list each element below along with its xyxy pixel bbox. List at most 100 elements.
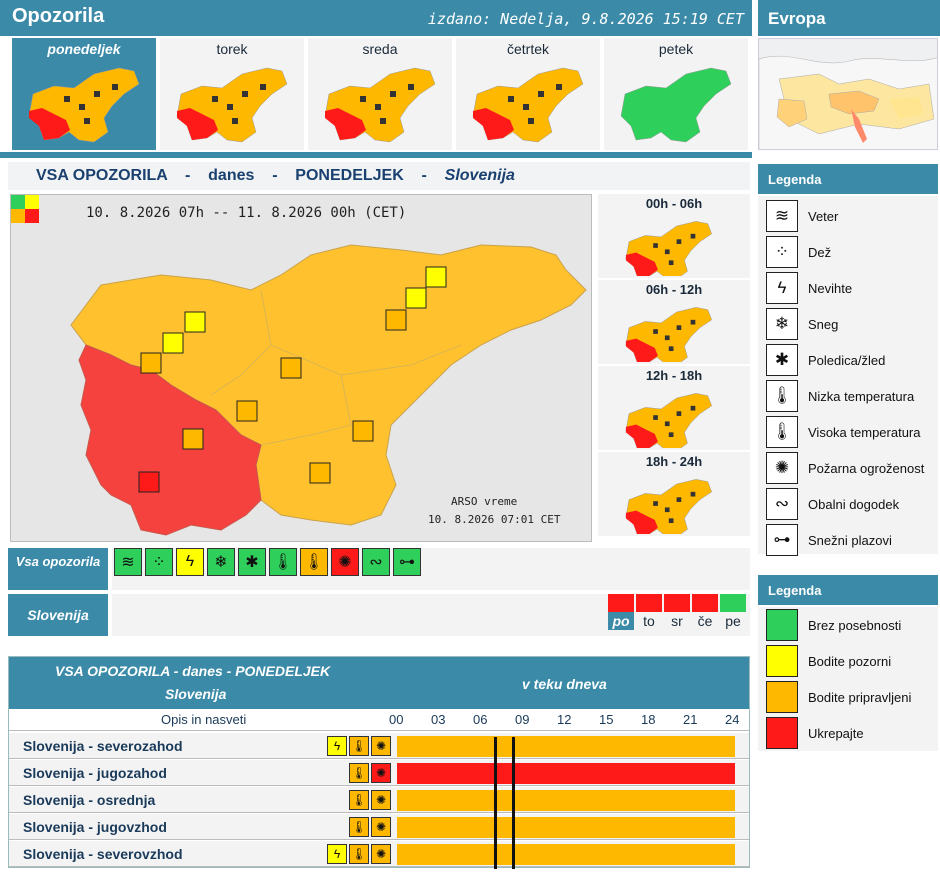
rain-icon: ⁘	[766, 236, 798, 268]
fire-icon: ✺	[766, 452, 798, 484]
europe-map-icon	[759, 39, 937, 149]
fire-icon[interactable]: ✺	[331, 548, 359, 576]
legend-label: Snežni plazovi	[808, 532, 892, 548]
legend-level-item: Bodite pozorni	[766, 645, 891, 677]
legend-level-item: Brez posebnosti	[766, 609, 901, 641]
warning-icon: 🌡	[349, 817, 369, 837]
map-warning-icons	[138, 266, 447, 493]
table-row[interactable]: Slovenija - severozahod ϟ 🌡 ✺	[9, 733, 749, 759]
legend-item: ❄ Sneg	[766, 308, 838, 340]
warning-icon: ϟ	[327, 844, 347, 864]
legend-label: Obalni dogodek	[808, 496, 900, 512]
weekday-level	[692, 594, 718, 612]
europe-map-thumbnail[interactable]	[758, 38, 938, 150]
weekday-label: sr	[671, 613, 683, 629]
timeline-marker	[512, 737, 515, 869]
hourly-label: 06h - 12h	[645, 282, 703, 297]
low-temp-icon[interactable]: 🌡	[269, 548, 297, 576]
hour-label: 18	[641, 712, 656, 727]
warning-icon: 🌡	[349, 763, 369, 783]
timeline-subtitle: v teku dneva	[522, 676, 607, 692]
description-column-label: Opis in nasveti	[161, 712, 247, 727]
thunder-icon[interactable]: ϟ	[176, 548, 204, 576]
warning-icon: 🌡	[349, 790, 369, 810]
hourly-map-1[interactable]: 06h - 12h	[598, 280, 750, 364]
weekday-label: pe	[725, 613, 741, 629]
section-title-part2: danes	[208, 167, 255, 184]
weekday-po[interactable]: po	[608, 594, 634, 630]
table-row[interactable]: Slovenija - jugovzhod 🌡 ✺	[9, 814, 749, 840]
warning-icon: ✺	[371, 844, 391, 864]
coastal-icon[interactable]: ∾	[362, 548, 390, 576]
warning-icon: ✺	[371, 763, 391, 783]
hour-label: 06	[473, 712, 488, 727]
weekday-label: če	[697, 613, 713, 629]
timeline-region: Slovenija	[165, 686, 227, 702]
region-button[interactable]: Slovenija	[8, 594, 108, 636]
day-tab-četrtek[interactable]: četrtek	[456, 38, 600, 150]
europe-title: Evropa	[768, 9, 826, 28]
hourly-map-3[interactable]: 18h - 24h	[598, 452, 750, 536]
weekday-to[interactable]: to	[636, 594, 662, 630]
slovenia-thumbnail-icon	[625, 307, 713, 362]
weekday-label: po	[608, 612, 634, 630]
table-row[interactable]: Slovenija - jugozahod 🌡 ✺	[9, 760, 749, 786]
weekday-pe[interactable]: pe	[720, 594, 746, 630]
day-tab-label: torek	[216, 41, 248, 57]
map-source: ARSO vreme	[451, 495, 518, 508]
level-swatch	[766, 609, 798, 641]
high-temp-icon[interactable]: 🌡	[300, 548, 328, 576]
timeline-bar	[397, 763, 735, 784]
main-warning-map[interactable]: 10. 8.2026 07h -- 11. 8.2026 00h (CET) A…	[10, 194, 592, 542]
day-tab-label: petek	[658, 41, 694, 57]
slovenia-map-icon	[11, 195, 591, 541]
coastal-icon: ∾	[766, 488, 798, 520]
europe-header[interactable]: Evropa	[758, 0, 940, 36]
timeline-title: VSA OPOZORILA - danes - PONEDELJEK	[55, 663, 331, 679]
day-tab-sreda[interactable]: sreda	[308, 38, 452, 150]
legend-label: Bodite pozorni	[808, 653, 892, 669]
table-row[interactable]: Slovenija - osrednja 🌡 ✺	[9, 787, 749, 813]
rain-icon[interactable]: ⁘	[145, 548, 173, 576]
table-row[interactable]: Slovenija - severovzhod ϟ 🌡 ✺	[9, 841, 749, 867]
timeline-bar	[397, 844, 735, 865]
header-bar: Opozorila izdano: Nedelja, 9.8.2026 15:1…	[0, 0, 752, 36]
section-title: VSA OPOZORILA - danes - PONEDELJEK - Slo…	[36, 167, 515, 185]
avalanche-icon[interactable]: ⊶	[393, 548, 421, 576]
legend-item: ✺ Požarna ogroženost	[766, 452, 924, 484]
region-name: Slovenija - jugovzhod	[23, 819, 167, 835]
timeline-bar	[397, 736, 735, 757]
wind-icon[interactable]: ≋	[114, 548, 142, 576]
hour-label: 00	[389, 712, 404, 727]
warning-icon: ✺	[371, 736, 391, 756]
weekday-če[interactable]: če	[692, 594, 718, 630]
section-title-part4: Slovenija	[444, 167, 515, 184]
row-warning-icons: 🌡 ✺	[347, 817, 391, 837]
row-warning-icons: 🌡 ✺	[347, 790, 391, 810]
hourly-map-2[interactable]: 12h - 18h	[598, 366, 750, 450]
legend-item: 🌡 Visoka temperatura	[766, 416, 921, 448]
ice-icon[interactable]: ✱	[238, 548, 266, 576]
warning-icon: ϟ	[327, 736, 347, 756]
weekday-sr[interactable]: sr	[664, 594, 690, 630]
map-period: 10. 8.2026 07h -- 11. 8.2026 00h (CET)	[86, 205, 407, 221]
weekday-row: po to sr če pe	[112, 594, 750, 636]
snow-icon[interactable]: ❄	[207, 548, 235, 576]
legend-types: ≋ Veter ⁘ Dež ϟ Nevihte ❄ Sneg ✱ Poledica/žled 🌡 Ni…	[758, 196, 938, 556]
high-temp-icon: 🌡	[766, 416, 798, 448]
hourly-map-0[interactable]: 00h - 06h	[598, 194, 750, 278]
region-name: Slovenija - jugozahod	[23, 765, 167, 781]
legend-levels: Brez posebnosti Bodite pozorni Bodite prip…	[758, 607, 938, 751]
legend-label: Nizka temperatura	[808, 388, 915, 404]
all-warnings-button[interactable]: Vsa opozorila	[8, 548, 108, 590]
warning-icon: 🌡	[349, 736, 369, 756]
slovenia-thumbnail-icon	[625, 479, 713, 534]
day-tab-ponedeljek[interactable]: ponedeljek	[12, 38, 156, 150]
day-tab-torek[interactable]: torek	[160, 38, 304, 150]
ice-icon: ✱	[766, 344, 798, 376]
hour-label: 12	[557, 712, 572, 727]
warning-icon: ✺	[371, 817, 391, 837]
region-name: Slovenija - severozahod	[23, 738, 183, 754]
day-tab-label: ponedeljek	[47, 41, 121, 57]
day-tab-petek[interactable]: petek	[604, 38, 748, 150]
